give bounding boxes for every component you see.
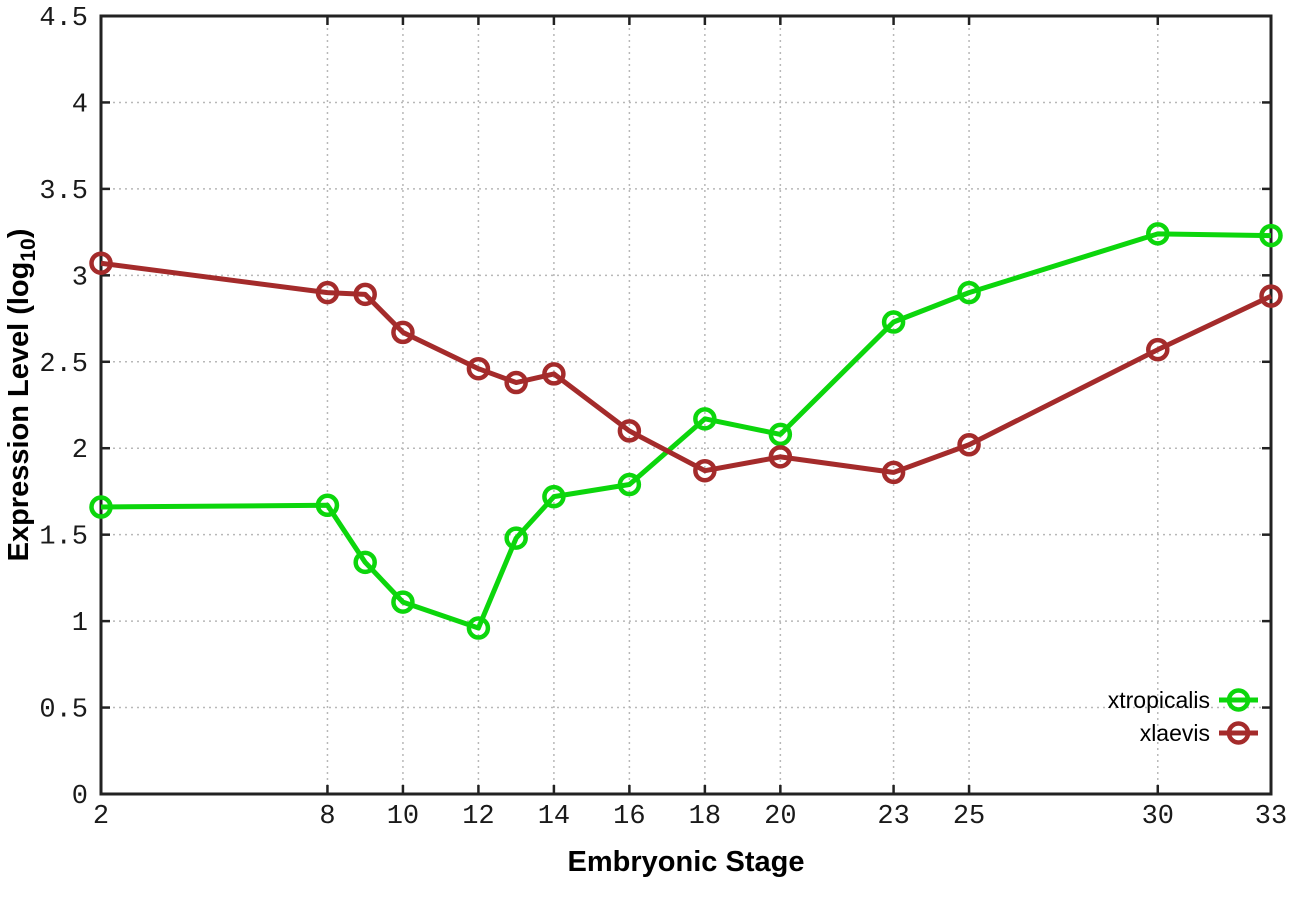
data-point-marker: [315, 493, 340, 518]
series: [89, 222, 1283, 640]
y-tick-label: 1.5: [39, 523, 88, 553]
x-tick-label: 25: [953, 802, 985, 832]
y-tick-label: 2: [72, 436, 88, 466]
x-tick-label: 12: [462, 802, 494, 832]
x-tick-label: 10: [387, 802, 419, 832]
x-tick-label: 8: [319, 802, 335, 832]
data-point-marker: [353, 282, 377, 307]
data-point-marker: [881, 460, 906, 485]
y-tick-label: 0.5: [39, 696, 88, 726]
data-point-marker: [881, 310, 906, 334]
data-point-marker: [768, 422, 793, 447]
data-point-marker: [617, 419, 642, 443]
x-tick-label: 18: [689, 802, 721, 832]
series-line: [100, 231, 1272, 631]
data-point-marker: [466, 616, 491, 640]
series-xtropicalis: [89, 222, 1283, 640]
data-point-marker: [1259, 284, 1283, 308]
legend-marker: [1226, 721, 1251, 745]
y-tick-label: 3: [72, 263, 88, 293]
data-point-marker: [1146, 222, 1170, 246]
data-point-marker: [768, 445, 793, 469]
data-point-marker: [957, 433, 981, 457]
x-tick-label: 30: [1142, 802, 1174, 832]
axes: 2 8 10 12 14 16 18 20 23 25 30 33 0 0.5 1 1.5 2 2.5 3 3.5 4 4…: [39, 4, 1287, 832]
x-axis-title: Embryonic Stage: [568, 846, 805, 878]
y-tick-label: 1: [72, 609, 88, 639]
y-tick-label: 4.5: [39, 4, 88, 34]
data-point-marker: [1259, 223, 1283, 248]
y-axis-title: Expression Level (log10): [3, 229, 40, 562]
data-point-marker: [957, 280, 981, 305]
plot-border: [99, 14, 1273, 796]
data-point-marker: [391, 320, 415, 345]
data-point-marker: [391, 590, 415, 614]
y-tick-label: 4: [72, 90, 88, 120]
x-tick-label: 33: [1255, 802, 1287, 832]
data-point-marker: [504, 370, 528, 395]
legend-marker: [1226, 688, 1251, 712]
legend-entry-xlaevis: xlaevis: [1140, 720, 1258, 746]
legend-entry-xtropicalis: xtropicalis: [1108, 687, 1258, 713]
y-tick-label: 2.5: [39, 350, 88, 380]
legend-label: xtropicalis: [1108, 687, 1210, 713]
data-point-marker: [353, 550, 377, 575]
gridlines: [100, 15, 1272, 795]
data-point-marker: [693, 458, 717, 483]
y-axis-title-main: Expression Level (log: [3, 262, 35, 562]
data-point-marker: [542, 362, 566, 386]
data-point-marker: [504, 526, 528, 550]
data-point-marker: [315, 280, 340, 305]
y-axis-title-subscript: 10: [17, 238, 40, 261]
y-axis-title-close: ): [3, 229, 35, 239]
data-point-marker: [542, 484, 566, 509]
data-point-marker: [89, 495, 113, 519]
data-point-marker: [466, 356, 491, 381]
series-xlaevis: [89, 251, 1283, 485]
series-line: [100, 260, 1273, 475]
x-tick-label: 20: [764, 802, 796, 832]
x-tick-label: 23: [877, 802, 909, 832]
x-tick-label: 2: [93, 802, 109, 832]
data-point-marker: [617, 472, 642, 497]
legend-label: xlaevis: [1140, 720, 1210, 746]
data-point-marker: [693, 407, 717, 431]
y-tick-label: 0: [72, 782, 88, 812]
x-tick-label: 14: [538, 802, 570, 832]
x-tick-label: 16: [613, 802, 645, 832]
y-tick-label: 3.5: [39, 177, 88, 207]
legend: xtropicalis xlaevis: [1108, 687, 1258, 746]
data-point-marker: [89, 251, 113, 275]
data-point-marker: [1146, 337, 1170, 362]
